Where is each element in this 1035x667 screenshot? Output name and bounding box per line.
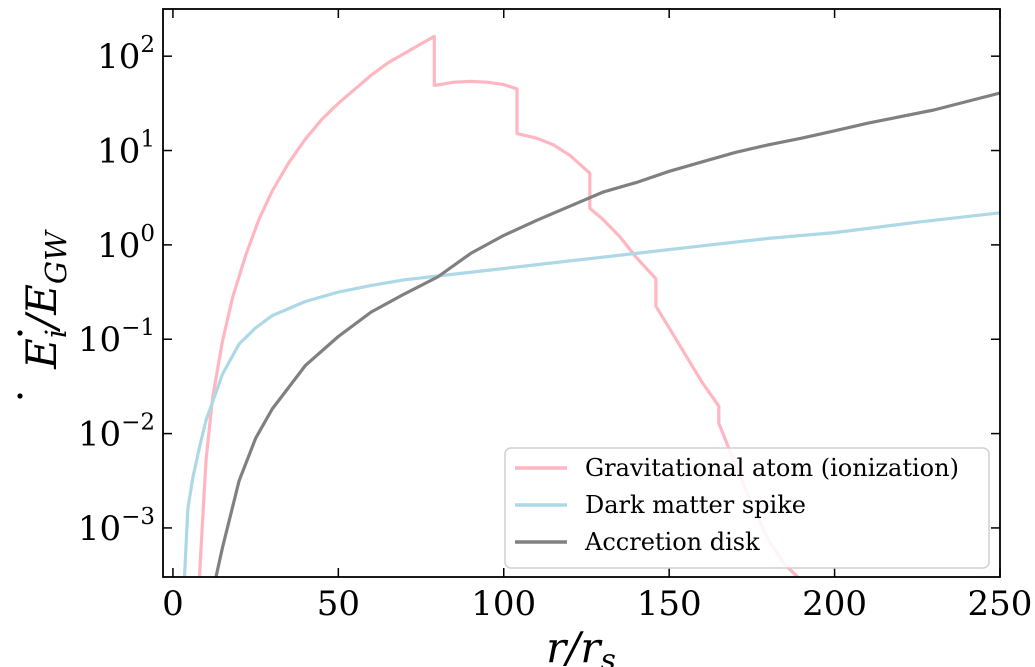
x-tick-label-1: 50 xyxy=(317,584,360,624)
y-tick-label-2: 100 xyxy=(97,221,155,266)
x-tick-label-3: 150 xyxy=(637,584,702,624)
y-tick-label-4: 10−2 xyxy=(78,410,155,455)
x-tick-label-5: 250 xyxy=(968,584,1033,624)
svg-text:Ei/EGW: Ei/EGW xyxy=(17,229,73,370)
legend-label-2: Accretion disk xyxy=(584,528,760,556)
series-layer xyxy=(182,34,1000,577)
y-tick-label-3: 10−1 xyxy=(78,315,155,360)
x-axis-label: r/rs xyxy=(546,623,616,667)
y-tick-label-1: 101 xyxy=(97,127,155,172)
series-line-1 xyxy=(182,211,1000,577)
x-tick-label-0: 0 xyxy=(162,584,184,624)
series-line-2 xyxy=(214,91,1000,577)
legend-label-0: Gravitational atom (ionization) xyxy=(585,454,959,482)
series-line-0 xyxy=(197,34,800,577)
ydot-right xyxy=(17,330,23,336)
legend-label-1: Dark matter spike xyxy=(585,491,806,519)
ydot-left xyxy=(17,393,23,399)
legend-box xyxy=(504,447,990,569)
plot-frame xyxy=(162,8,1001,578)
x-tick-label-4: 200 xyxy=(802,584,867,624)
tick-layer: 0 50 100 150 200 250 102 101 100 10−1 10−2 10−3 xyxy=(78,9,1033,624)
x-tick-label-2: 100 xyxy=(471,584,536,624)
y-axis-label: Ei/EGW xyxy=(17,229,73,399)
legend: Gravitational atom (ionization) Dark matt… xyxy=(504,447,990,569)
y-tick-label-0: 102 xyxy=(97,32,155,77)
y-tick-label-5: 10−3 xyxy=(78,504,155,549)
